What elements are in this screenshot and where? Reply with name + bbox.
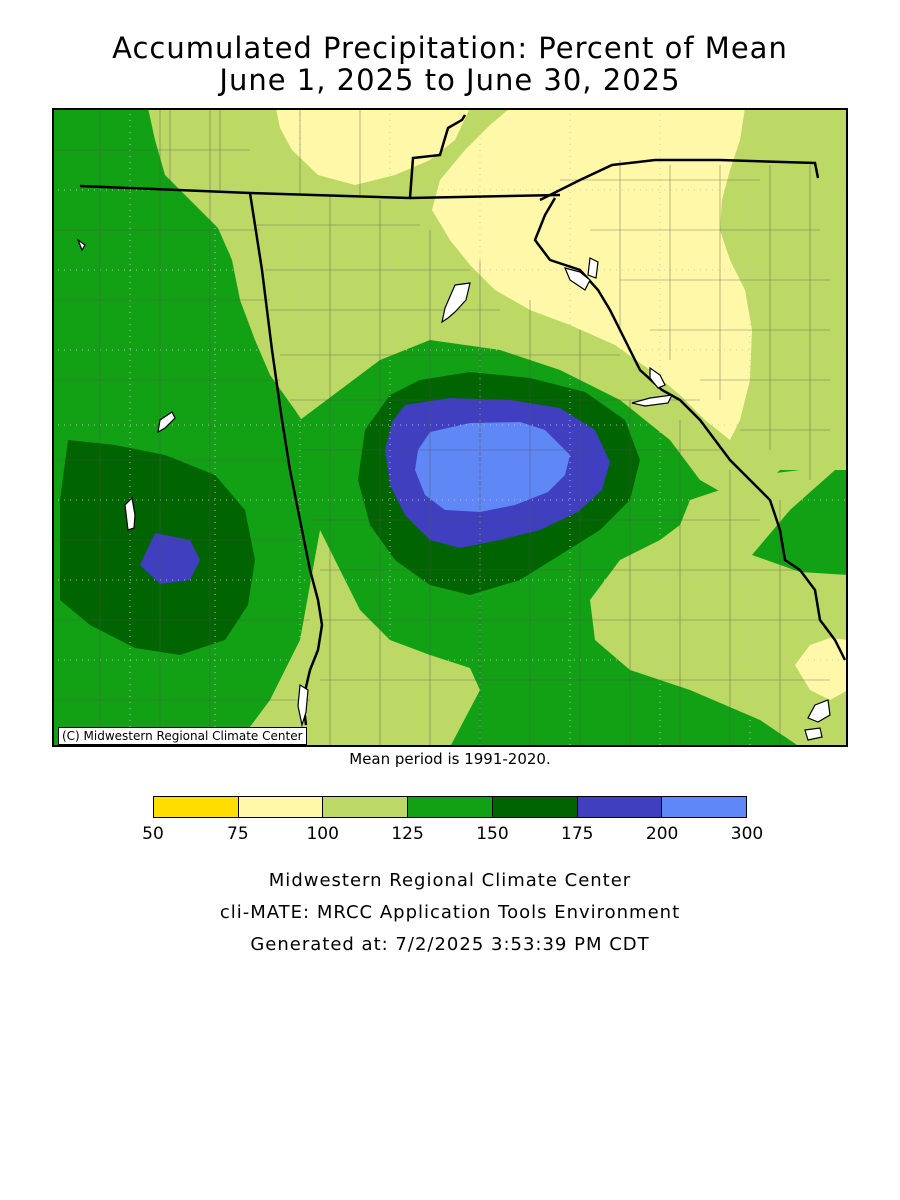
- legend-label: 50: [142, 824, 164, 844]
- legend-label: 125: [391, 824, 424, 844]
- legend-swatch: [408, 797, 493, 817]
- legend-swatch: [238, 797, 324, 817]
- legend-label: 150: [476, 824, 509, 844]
- map-svg: [52, 108, 848, 747]
- legend-swatch: [154, 797, 239, 817]
- mean-period-note: Mean period is 1991-2020.: [349, 750, 551, 768]
- legend-label: 200: [645, 824, 679, 844]
- legend-swatch: [577, 797, 663, 817]
- legend-label: 75: [227, 824, 249, 844]
- county-lines: [52, 108, 830, 747]
- zone-75-100-southeast: [795, 638, 848, 700]
- legend-swatch: [662, 797, 747, 817]
- zone-75-100-north: [276, 108, 470, 185]
- water-bodies: [76, 238, 831, 741]
- legend-label: 100: [306, 824, 339, 844]
- legend-label: 175: [561, 824, 594, 844]
- map-title: Accumulated Precipitation: Percent of Me…: [112, 31, 788, 65]
- map-date-range: June 1, 2025 to June 30, 2025: [219, 63, 681, 97]
- footer-generated-time: Generated at: 7/2/2025 3:53:39 PM CDT: [250, 934, 650, 955]
- legend-label: 300: [730, 824, 764, 844]
- zone-200-300-central: [415, 422, 570, 512]
- zone-125-150-east: [752, 470, 848, 575]
- map-credit: (C) Midwestern Regional Climate Center: [58, 727, 307, 745]
- zone-100-125-south: [235, 530, 480, 747]
- legend-swatch: [492, 797, 578, 817]
- footer-application: cli-MATE: MRCC Application Tools Environ…: [219, 902, 681, 923]
- zone-175-200-west: [140, 533, 200, 584]
- precipitation-map: [52, 108, 848, 747]
- state-boundaries: [79, 114, 847, 726]
- color-legend: [153, 796, 747, 818]
- footer-organization: Midwestern Regional Climate Center: [268, 870, 632, 891]
- legend-swatch: [323, 797, 409, 817]
